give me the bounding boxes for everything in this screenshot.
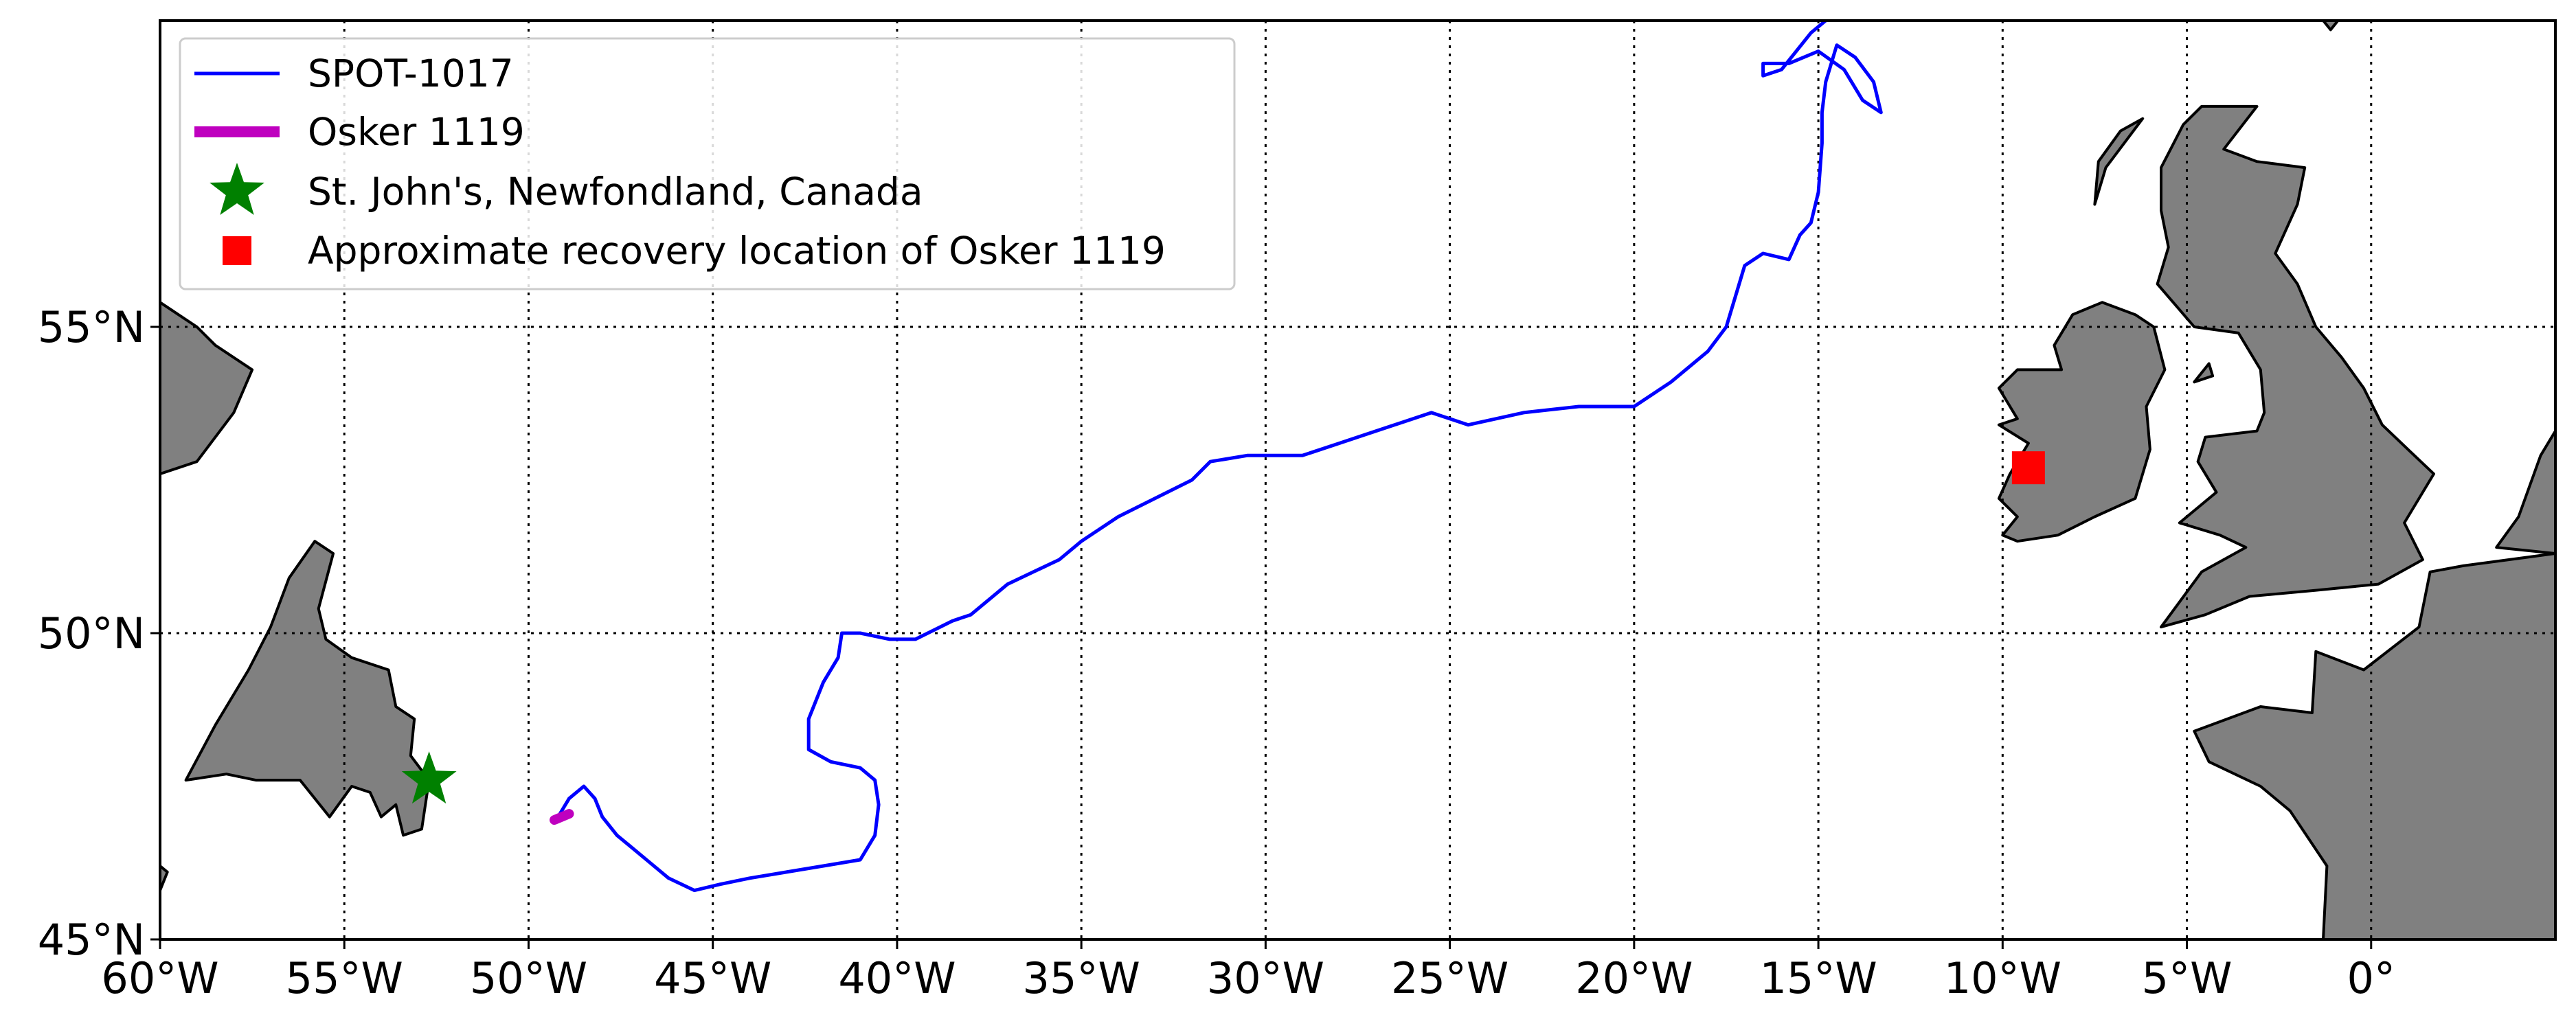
legend-label-st-john-s-newfondland-canada: St. John's, Newfondland, Canada: [308, 170, 923, 214]
land-cape-breton: [160, 865, 169, 892]
landmasses: [160, 21, 2555, 939]
x-tick-label: 0°: [2347, 953, 2395, 1003]
legend-handle-st-john-s-newfondland-canada: [210, 163, 264, 215]
x-tick-label: 55°W: [286, 953, 403, 1003]
x-tick-label: 40°W: [838, 953, 956, 1003]
tick-labels: 60°W 55°W 50°W 45°W 40°W 35°W 30°W 25°W 20°W 15°W…: [38, 302, 2395, 1003]
legend-label-spot-1017: SPOT-1017: [308, 52, 514, 95]
track-osker-1119: [550, 809, 574, 825]
x-tick-label: 10°W: [1944, 953, 2061, 1003]
x-tick-label: 45°W: [654, 953, 771, 1003]
x-tick-label: 15°W: [1759, 953, 1877, 1003]
land-newfoundland: [184, 540, 431, 837]
legend-box: [179, 37, 1236, 290]
x-tick-label: 35°W: [1023, 953, 1140, 1003]
gridlines: [160, 21, 2555, 939]
x-tick-label: 20°W: [1575, 953, 1693, 1003]
tracks: [550, 21, 1883, 893]
x-tick-label: 50°W: [470, 953, 587, 1003]
y-tick-label: 50°N: [38, 608, 145, 659]
legend: SPOT-1017 Osker 1119 St. John's, Newfondla…: [179, 37, 1236, 290]
x-tick-label: 5°W: [2142, 953, 2233, 1003]
land-ireland: [1997, 301, 2167, 543]
markers: [401, 451, 2045, 804]
land-isle-of-man: [2193, 362, 2215, 384]
legend-label-osker-1119: Osker 1119: [308, 110, 525, 154]
x-tick-label: 30°W: [1207, 953, 1324, 1003]
land-outer-hebrides: [2093, 117, 2145, 206]
map-frame: [159, 19, 2557, 941]
legend-handle-approximate-recovery-location-of-osker-1119: [223, 236, 251, 265]
x-tick-label: 25°W: [1391, 953, 1509, 1003]
recovery-location-marker: [2011, 451, 2045, 485]
y-tick-label: 55°N: [38, 302, 145, 352]
land-great-britain: [2156, 104, 2435, 629]
land-labrador: [160, 301, 254, 476]
x-tick-label: 60°W: [101, 953, 218, 1003]
y-tick-label: 45°N: [38, 915, 145, 965]
land-netherlands-coast: [2495, 429, 2555, 555]
legend-entries: SPOT-1017 Osker 1119 St. John's, Newfondla…: [194, 52, 1166, 273]
legend-label-approximate-recovery-location-of-osker-1119: Approximate recovery location of Osker 1…: [308, 229, 1166, 273]
track-spot-1017: [556, 21, 1883, 893]
st-johns-star-marker: [401, 751, 457, 804]
land-shetland-fragment: [2322, 21, 2340, 32]
land-france: [2193, 552, 2555, 939]
